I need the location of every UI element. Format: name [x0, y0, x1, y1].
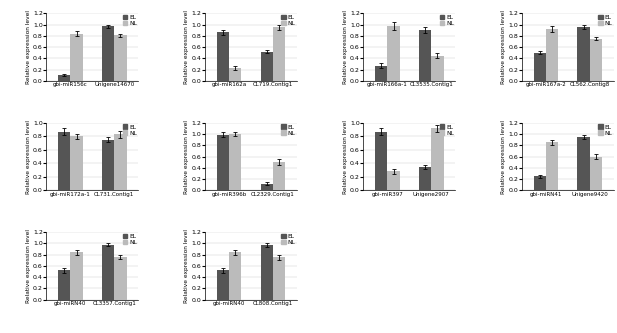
Bar — [578, 27, 590, 81]
Bar — [419, 166, 431, 190]
Bar — [58, 75, 70, 81]
Bar — [102, 244, 114, 300]
Y-axis label: Relative expression level: Relative expression level — [184, 229, 189, 303]
Bar — [229, 134, 241, 190]
Bar — [431, 128, 444, 190]
Bar — [590, 39, 602, 81]
Bar — [273, 257, 285, 300]
Bar — [217, 135, 229, 190]
Bar — [546, 29, 558, 81]
Bar — [419, 30, 431, 81]
Y-axis label: Relative expression level: Relative expression level — [26, 10, 31, 84]
Bar — [375, 66, 387, 81]
Legend: EL, NL: EL, NL — [122, 124, 137, 136]
Y-axis label: Relative expression level: Relative expression level — [184, 10, 189, 84]
Bar — [70, 34, 83, 81]
Legend: EL, NL: EL, NL — [122, 233, 137, 245]
Bar — [590, 157, 602, 190]
Bar — [58, 270, 70, 300]
Legend: EL, NL: EL, NL — [439, 124, 454, 136]
Legend: EL, NL: EL, NL — [598, 15, 613, 27]
Bar — [102, 26, 114, 81]
Y-axis label: Relative expression level: Relative expression level — [502, 120, 507, 193]
Bar — [114, 35, 126, 81]
Bar — [58, 132, 70, 190]
Bar — [273, 162, 285, 190]
Y-axis label: Relative expression level: Relative expression level — [343, 10, 348, 84]
Bar — [260, 183, 273, 190]
Y-axis label: Relative expression level: Relative expression level — [343, 120, 348, 193]
Y-axis label: Relative expression level: Relative expression level — [26, 120, 31, 193]
Legend: EL, NL: EL, NL — [439, 15, 454, 27]
Y-axis label: Relative expression level: Relative expression level — [184, 120, 189, 193]
Bar — [217, 32, 229, 81]
Y-axis label: Relative expression level: Relative expression level — [26, 229, 31, 303]
Bar — [387, 26, 400, 81]
Bar — [431, 56, 444, 81]
Bar — [217, 270, 229, 300]
Y-axis label: Relative expression level: Relative expression level — [502, 10, 507, 84]
Legend: EL, NL: EL, NL — [122, 15, 137, 27]
Bar — [260, 245, 273, 300]
Bar — [273, 27, 285, 81]
Bar — [387, 171, 400, 190]
Bar — [70, 252, 83, 300]
Bar — [229, 252, 241, 300]
Bar — [534, 53, 546, 81]
Bar — [70, 136, 83, 190]
Legend: EL, NL: EL, NL — [281, 15, 296, 27]
Bar — [102, 140, 114, 190]
Legend: EL, NL: EL, NL — [281, 233, 296, 245]
Bar — [114, 257, 126, 300]
Legend: EL, NL: EL, NL — [281, 124, 296, 136]
Bar — [375, 132, 387, 190]
Bar — [534, 176, 546, 190]
Legend: EL, NL: EL, NL — [598, 124, 613, 136]
Bar — [546, 143, 558, 190]
Bar — [260, 52, 273, 81]
Bar — [578, 137, 590, 190]
Bar — [114, 134, 126, 190]
Bar — [229, 68, 241, 81]
